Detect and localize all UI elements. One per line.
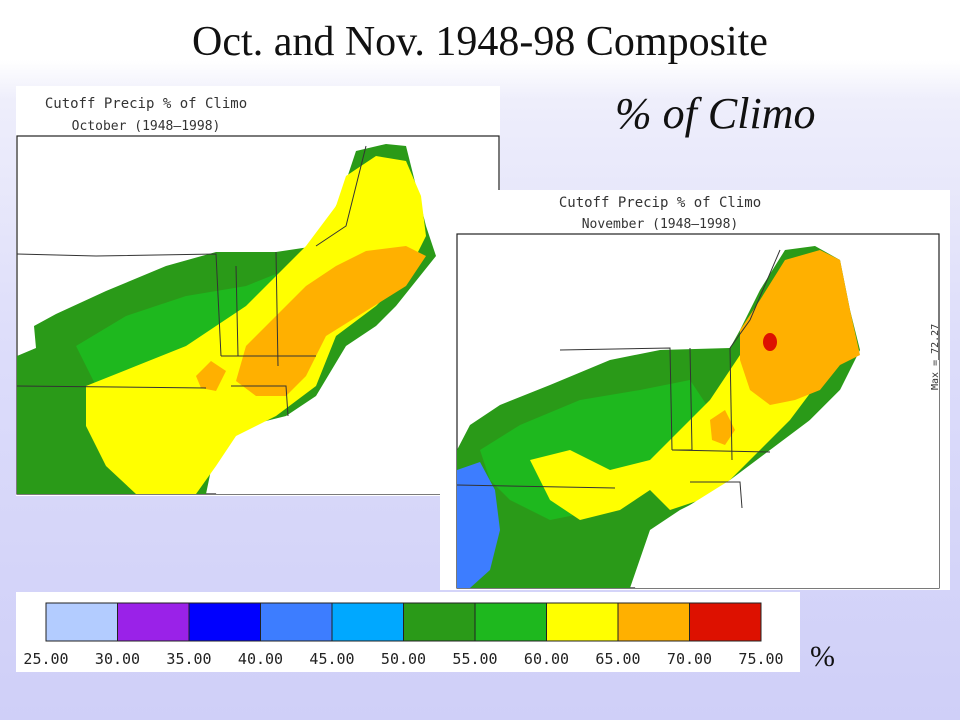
october-map-subtitle: October (1948–1998) (71, 119, 221, 134)
november-map-subtitle: November (1948–1998) (581, 217, 739, 232)
november-map (456, 233, 940, 589)
october-state-lines (16, 145, 367, 417)
legend-tick-label: 60.00 (524, 650, 569, 668)
legend-swatch (117, 602, 190, 642)
legend-tick-label: 75.00 (738, 650, 783, 668)
november-ocean (635, 360, 939, 588)
november-land-light-green (480, 380, 710, 520)
legend-tick-label: 55.00 (452, 650, 497, 668)
legend-unit: % (810, 640, 835, 673)
legend-tick-label: 65.00 (595, 650, 640, 668)
november-state-lines (456, 249, 781, 509)
slide-subtitle: % of Climo (615, 89, 816, 138)
november-max-spot (763, 333, 777, 351)
october-land-orange-2 (196, 361, 226, 391)
october-map (16, 135, 500, 495)
legend-scale: 25.00 30.00 35.00 40.00 45.00 50.00 55.00 60.00… (23, 602, 784, 668)
november-map-panel: Cutoff Precip % of Climo November (1948–… (440, 190, 950, 590)
november-map-title: Cutoff Precip % of Climo (558, 195, 762, 211)
october-land-orange (236, 246, 426, 396)
october-land-yellow (86, 156, 426, 494)
legend-tick-label: 45.00 (309, 650, 354, 668)
november-max-label: Max = 72.27 (930, 323, 941, 390)
legend-tick-label: 50.00 (381, 650, 426, 668)
legend-tick-label: 35.00 (166, 650, 211, 668)
legend-tick-label: 30.00 (95, 650, 140, 668)
november-land-orange (740, 250, 860, 405)
legend-swatch (331, 602, 404, 642)
october-ocean (216, 276, 499, 494)
legend-swatch (188, 602, 261, 642)
legend-swatch (260, 602, 333, 642)
legend-tick-label: 25.00 (23, 650, 68, 668)
november-land-orange-2 (710, 410, 735, 445)
legend-swatch (403, 602, 476, 642)
november-land-blue (457, 462, 500, 588)
legend-swatch (546, 602, 619, 642)
legend-swatch (689, 602, 762, 642)
legend-tick-label: 40.00 (238, 650, 283, 668)
legend-swatch (45, 602, 118, 642)
legend-swatch (617, 602, 690, 642)
color-legend: 25.00 30.00 35.00 40.00 45.00 50.00 55.00 60.00… (16, 592, 800, 672)
legend-swatch (474, 602, 547, 642)
slide-title: Oct. and Nov. 1948-98 Composite (192, 19, 768, 65)
legend-tick-label: 70.00 (667, 650, 712, 668)
october-map-title: Cutoff Precip % of Climo (44, 96, 248, 112)
october-map-panel: Cutoff Precip % of Climo October (1948–1… (16, 86, 500, 496)
